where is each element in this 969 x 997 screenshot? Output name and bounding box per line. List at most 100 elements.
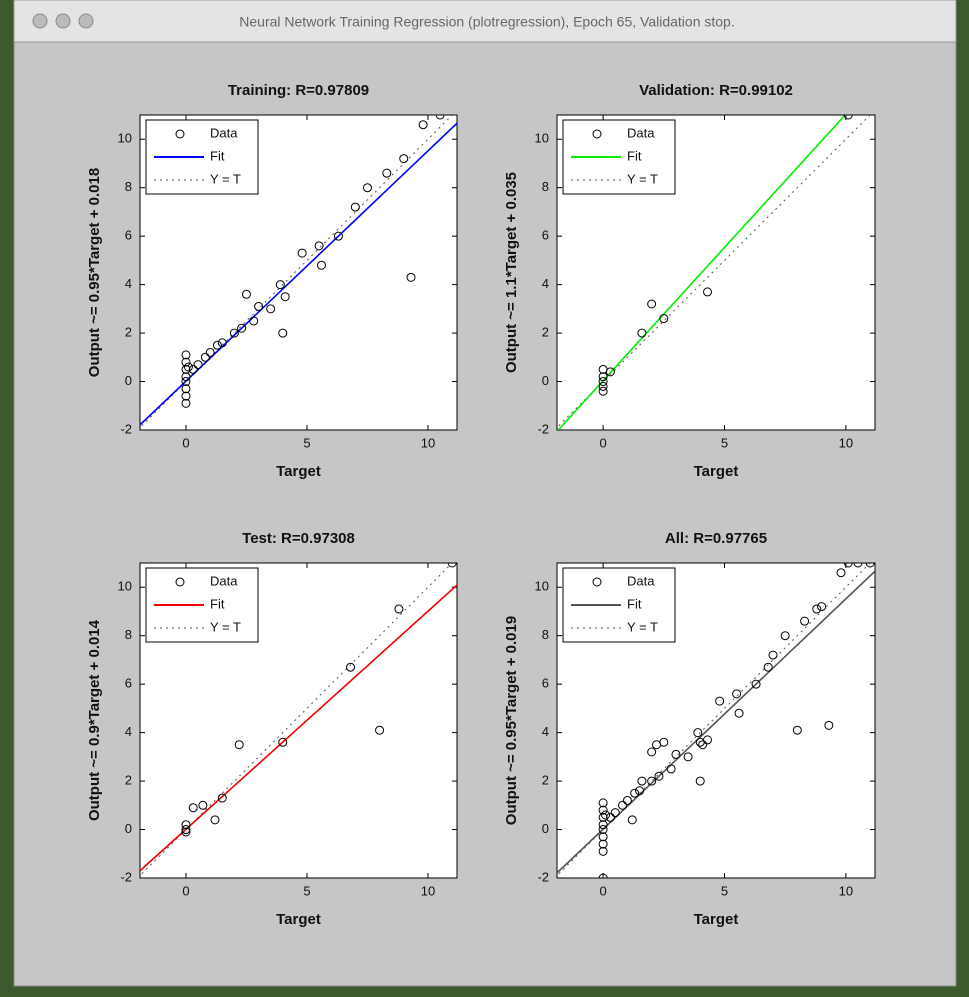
y-tick-label: 6 [125, 676, 132, 691]
data-point [181, 825, 191, 835]
legend-label: Fit [210, 596, 225, 611]
x-tick-label: 10 [421, 435, 435, 450]
data-point [254, 301, 264, 311]
y-tick-label: 2 [125, 325, 132, 340]
data-point [418, 120, 428, 130]
legend-marker [592, 129, 602, 139]
data-point [637, 776, 647, 786]
legend-label: Y = T [210, 619, 241, 634]
zoom-button[interactable] [78, 13, 94, 29]
x-axis-label: Target [276, 911, 321, 928]
y-tick-label: 6 [125, 228, 132, 243]
x-axis-label: Target [276, 463, 321, 480]
legend-marker [175, 577, 185, 587]
y-axis-label: Output ~= 0.95*Target + 0.018 [86, 168, 103, 377]
data-point [278, 737, 288, 747]
data-point [181, 391, 191, 401]
data-point [193, 360, 203, 370]
y-tick-label: 10 [118, 579, 132, 594]
data-point [734, 708, 744, 718]
data-point [382, 168, 392, 178]
identity-line [557, 115, 871, 429]
data-point [598, 839, 608, 849]
data-point [333, 231, 343, 241]
legend: Data Fit Y = T [145, 119, 259, 195]
data-point [865, 563, 875, 568]
data-point [610, 808, 620, 818]
y-tick-label: 6 [542, 228, 549, 243]
data-point [751, 679, 761, 689]
y-tick-label: 8 [125, 627, 132, 642]
data-point [763, 662, 773, 672]
legend-label: Fit [627, 596, 642, 611]
legend-label: Fit [627, 148, 642, 163]
data-point [406, 272, 416, 282]
data-point [598, 820, 608, 830]
y-tick-label: 6 [542, 676, 549, 691]
x-tick-label: 10 [839, 435, 853, 450]
y-tick-label: 0 [125, 373, 132, 388]
x-tick-label: 10 [421, 883, 435, 898]
data-point [622, 795, 632, 805]
y-axis-label: Output ~= 0.95*Target + 0.019 [503, 616, 520, 825]
data-point [447, 563, 457, 568]
y-axis-label: Output ~= 0.9*Target + 0.014 [86, 619, 103, 821]
data-point [598, 825, 608, 835]
data-point [275, 280, 285, 290]
x-tick-label: 5 [303, 883, 310, 898]
y-tick-label: 4 [125, 724, 132, 739]
legend-marker [592, 577, 602, 587]
data-point [843, 115, 853, 120]
plot-marks [557, 563, 875, 878]
data-point [598, 805, 608, 815]
data-point [316, 260, 326, 270]
plot-marks [140, 115, 457, 429]
x-tick-label: 5 [303, 435, 310, 450]
data-point [200, 352, 210, 362]
data-point [601, 810, 611, 820]
y-tick-label: 4 [542, 276, 549, 291]
data-point [659, 737, 669, 747]
legend: Data Fit Y = T [562, 119, 676, 195]
minimize-button[interactable] [55, 13, 71, 29]
data-point [800, 616, 810, 626]
data-point [181, 398, 191, 408]
y-tick-label: -2 [537, 869, 549, 884]
plot: All: R=0.97765 Target Output ~= 0.95*Targe… [503, 530, 876, 928]
data-point [181, 372, 191, 382]
y-tick-label: 10 [535, 131, 549, 146]
data-point [598, 873, 608, 878]
data-point [297, 248, 307, 258]
data-point [598, 381, 608, 391]
data-point [618, 800, 628, 810]
data-point [598, 832, 608, 842]
data-point [212, 340, 222, 350]
y-tick-label: 10 [535, 579, 549, 594]
x-tick-label: 5 [721, 435, 728, 450]
x-axis-label: Target [694, 911, 739, 928]
data-point [598, 812, 608, 822]
data-point [181, 827, 191, 837]
data-point [792, 725, 802, 735]
fit-line [140, 584, 457, 872]
legend-label: Data [210, 125, 238, 140]
data-point [280, 292, 290, 302]
data-point [637, 328, 647, 338]
close-button[interactable] [32, 13, 48, 29]
data-point [205, 347, 215, 357]
identity-line [140, 563, 453, 877]
legend-label: Y = T [210, 171, 241, 186]
data-point [659, 314, 669, 324]
data-point [627, 815, 637, 825]
chart-title: Test: R=0.97308 [242, 530, 355, 547]
y-tick-label: 2 [125, 773, 132, 788]
legend-label: Data [627, 125, 655, 140]
data-point [630, 788, 640, 798]
fit-line [557, 115, 846, 430]
data-point [350, 202, 360, 212]
y-axis-label: Output ~= 1.1*Target + 0.035 [503, 172, 520, 373]
x-tick-label: 0 [182, 883, 189, 898]
legend-marker [175, 129, 185, 139]
data-point [266, 304, 276, 314]
